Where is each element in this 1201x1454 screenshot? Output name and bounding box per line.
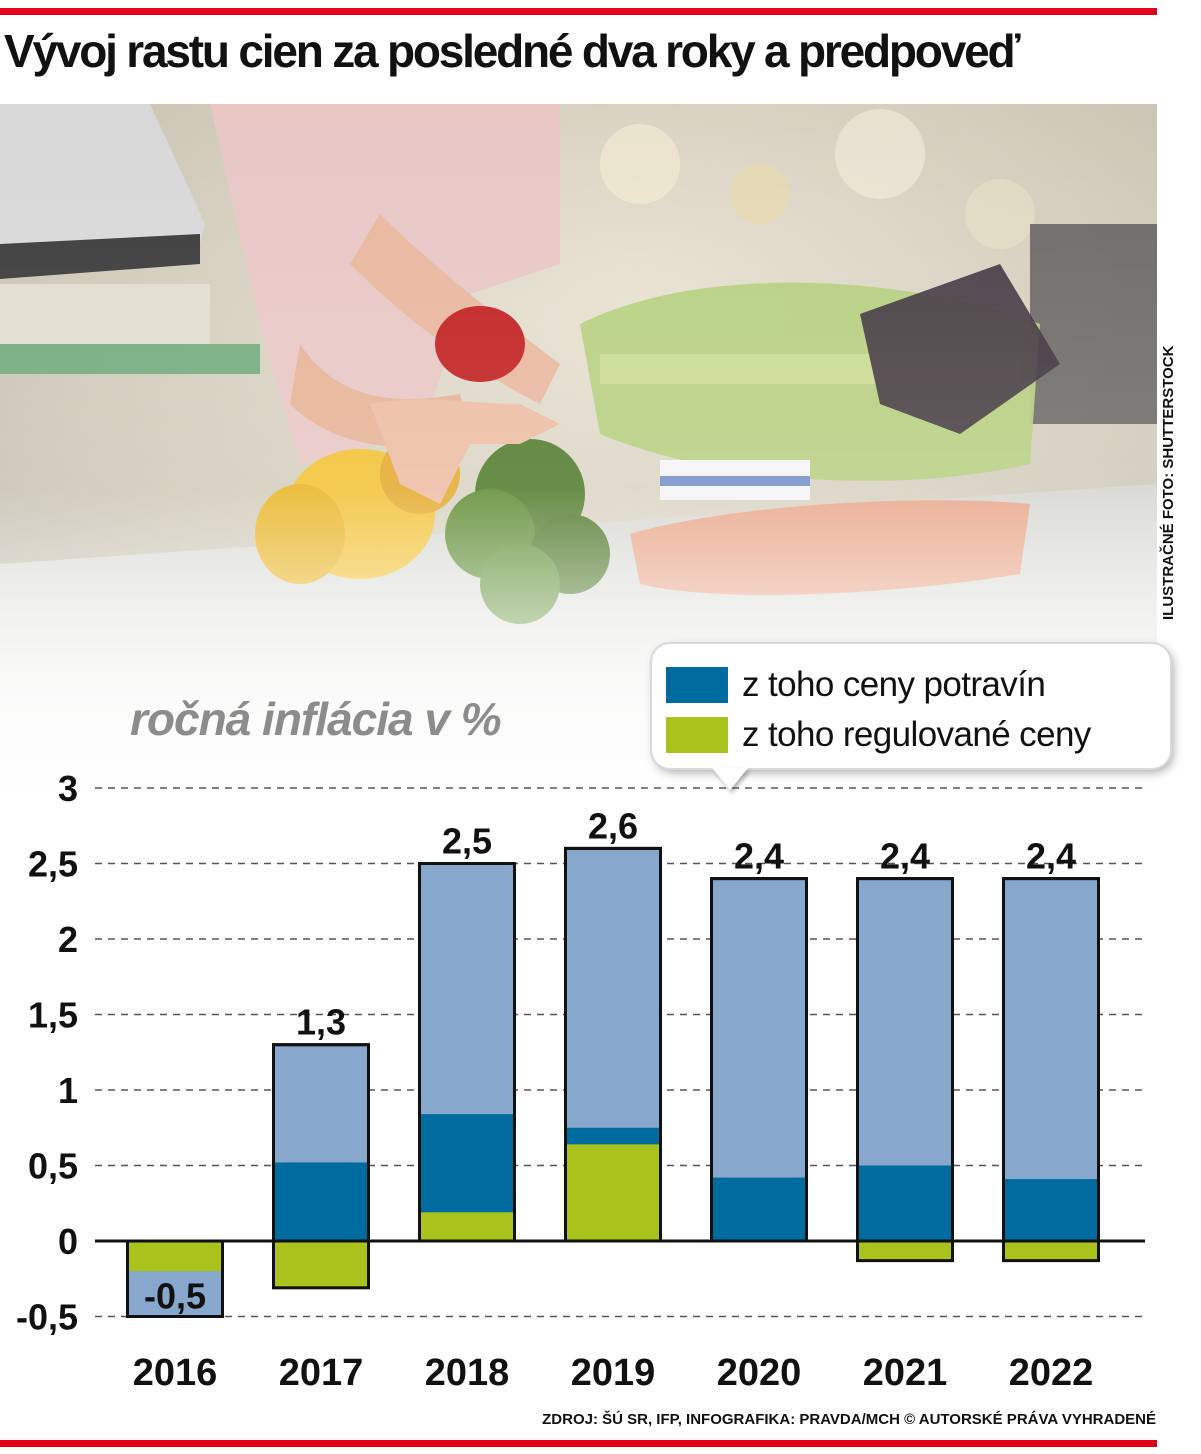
source-footer: ZDROJ: ŠÚ SR, IFP, INFOGRAFIKA: PRAVDA/M… (542, 1411, 1156, 1428)
inflation-bar-chart: 3 2,5 2 1,5 1 0,5 0 -0,5 -0,5 2016 1,3 2017 2,5 2018 2… (16, 768, 1145, 1394)
y-tick-label: 0,5 (28, 1146, 78, 1187)
x-tick-label-2020: 2020 (717, 1352, 802, 1394)
y-tick-label: 1 (58, 1070, 78, 1111)
bar-regulated-2021 (859, 1241, 951, 1261)
y-tick-label: 1,5 (28, 995, 78, 1036)
bar-regulated-2017 (275, 1241, 367, 1288)
bar-regulated-2019 (567, 1144, 659, 1241)
total-value-label-2019: 2,6 (588, 805, 638, 846)
total-value-label-2021: 2,4 (880, 836, 930, 877)
legend-item-regulated: z toho regulované ceny (666, 710, 1091, 760)
bar-regulated-2016 (129, 1241, 221, 1272)
x-tick-label-2022: 2022 (1009, 1352, 1094, 1394)
total-value-label-2022: 2,4 (1026, 836, 1076, 877)
top-red-rule (0, 8, 1157, 15)
legend-label-food: z toho ceny potravín (742, 665, 1046, 704)
bar-food-2022 (1005, 1179, 1097, 1241)
legend-item-food: z toho ceny potravín (666, 660, 1046, 710)
page-title: Vývoj rastu cien za posledné dva roky a … (4, 25, 1021, 77)
x-tick-label-2019: 2019 (571, 1352, 656, 1394)
bar-regulated-2022 (1005, 1241, 1097, 1261)
legend-pointer (712, 768, 748, 790)
bar-food-2021 (859, 1165, 951, 1241)
total-value-label-2020: 2,4 (734, 836, 784, 877)
legend-swatch-food (666, 667, 728, 703)
legend-label-regulated: z toho regulované ceny (742, 715, 1091, 754)
y-tick-label: -0,5 (16, 1297, 78, 1338)
y-tick-label: 2 (58, 919, 78, 960)
x-tick-label-2021: 2021 (863, 1352, 948, 1394)
legend-swatch-regulated (666, 717, 728, 753)
bar-food-2020 (713, 1177, 805, 1241)
bar-food-2017 (275, 1162, 367, 1241)
total-value-label-2018: 2,5 (442, 821, 492, 862)
bottom-red-rule (0, 1440, 1157, 1447)
x-tick-label-2016: 2016 (133, 1352, 218, 1394)
y-tick-label: 3 (58, 768, 78, 809)
x-tick-label-2017: 2017 (279, 1352, 364, 1394)
x-tick-label-2018: 2018 (425, 1352, 510, 1394)
y-tick-label: 0 (58, 1221, 78, 1262)
bar-regulated-2018 (421, 1212, 513, 1241)
chart-title: ročná inflácia v % (130, 693, 502, 745)
total-value-label-2016: -0,5 (144, 1276, 206, 1317)
photo-credit: ILUSTRAČNÉ FOTO: SHUTTERSTOCK (1160, 345, 1177, 620)
total-value-label-2017: 1,3 (296, 1002, 346, 1043)
y-tick-label: 2,5 (28, 844, 78, 885)
legend: z toho ceny potravín z toho regulované c… (652, 644, 1170, 790)
